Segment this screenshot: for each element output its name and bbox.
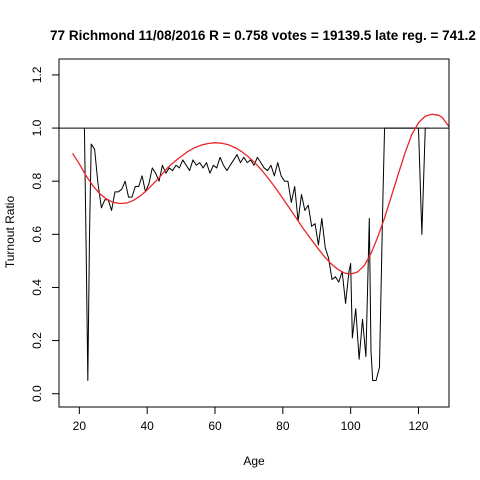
chart-title: 77 Richmond 11/08/2016 R = 0.758 votes =… (50, 28, 476, 43)
x-tick-label: 20 (73, 419, 87, 433)
turnout-series-line (83, 127, 429, 381)
x-tick-label: 40 (140, 419, 154, 433)
fitted-curve (72, 113, 449, 275)
x-tick-label: 120 (408, 419, 428, 433)
y-tick-label: 0.8 (30, 173, 44, 190)
x-axis: 20 40 60 80 100 120 (73, 406, 429, 433)
y-tick-label: 1.2 (30, 66, 44, 83)
y-tick-label: 0.6 (30, 226, 44, 243)
x-axis-label: Age (243, 454, 265, 468)
plot-frame (58, 58, 450, 408)
y-tick-label: 0.4 (30, 279, 44, 296)
plot-area (59, 113, 449, 381)
x-tick-label: 60 (208, 419, 222, 433)
y-tick-label: 0.0 (30, 385, 44, 402)
x-tick-label: 80 (276, 419, 290, 433)
x-tick-label: 100 (341, 419, 361, 433)
y-axis-label: Turnout Ratio (3, 196, 17, 269)
y-tick-label: 0.2 (30, 332, 44, 349)
y-tick-label: 1.0 (30, 119, 44, 136)
y-axis: 0.0 0.2 0.4 0.6 0.8 1.0 1.2 (30, 66, 60, 402)
